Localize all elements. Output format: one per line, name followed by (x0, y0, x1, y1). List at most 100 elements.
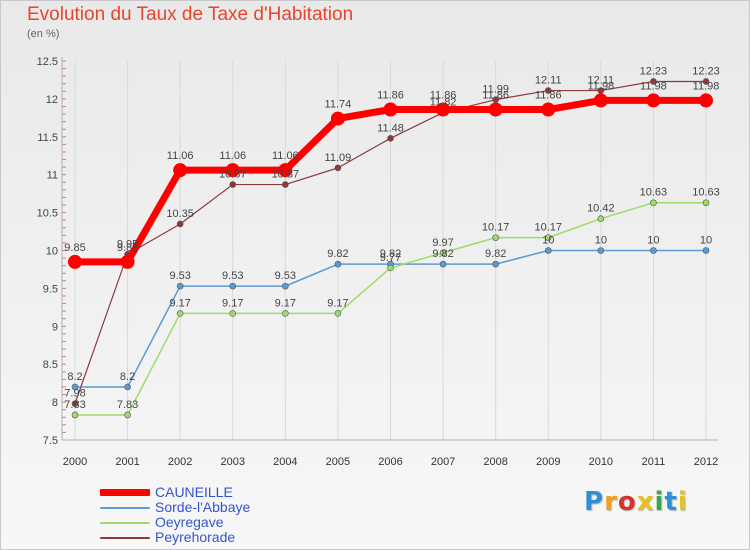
data-point (282, 282, 289, 290)
y-tick-label: 12 (46, 94, 58, 106)
data-label: 8.2 (67, 371, 82, 383)
data-point (702, 199, 710, 207)
x-tick-label: 2003 (221, 456, 245, 468)
data-label: 12.11 (535, 75, 562, 87)
x-tick-label: 2005 (326, 456, 350, 468)
data-point (387, 264, 394, 272)
y-tick-label: 10 (46, 246, 58, 258)
data-point (282, 181, 289, 188)
data-point (702, 78, 710, 85)
data-label: 11.98 (640, 80, 667, 92)
data-point (229, 282, 237, 290)
data-point (597, 247, 605, 254)
data-label: 9.82 (327, 248, 348, 260)
data-label: 10.87 (219, 169, 247, 181)
data-point (334, 310, 342, 317)
data-point (71, 383, 79, 391)
data-point (120, 254, 135, 269)
data-point (544, 234, 552, 241)
data-label: 7.98 (64, 388, 85, 400)
data-label: 9.17 (222, 297, 243, 309)
data-point (124, 411, 131, 419)
x-tick-label: 2008 (483, 456, 507, 468)
data-point (229, 181, 237, 188)
legend-label: CAUNEILLE (155, 484, 233, 500)
data-point (699, 93, 713, 108)
data-point (439, 249, 447, 257)
x-tick-label: 2000 (63, 456, 87, 468)
data-point (544, 87, 552, 94)
data-point (71, 411, 79, 419)
data-label: 11.86 (535, 90, 562, 102)
data-label: 9.77 (380, 252, 401, 264)
data-point (492, 260, 499, 268)
chart-unit: (en %) (27, 28, 60, 40)
data-point (229, 310, 237, 317)
data-label: 11.74 (325, 99, 352, 111)
x-tick-label: 2002 (168, 456, 192, 468)
data-point (702, 247, 710, 254)
data-point (650, 78, 657, 85)
data-point (387, 135, 394, 142)
data-label: 9.82 (485, 248, 506, 260)
data-label: 11.99 (482, 84, 509, 96)
data-label: 9.85 (64, 242, 85, 254)
data-label: 11.06 (219, 150, 246, 162)
data-point (597, 215, 605, 222)
data-label: 10 (700, 235, 712, 247)
data-point (173, 163, 188, 178)
data-label: 11.86 (482, 90, 509, 102)
x-tick-label: 2006 (378, 456, 402, 468)
legend-label: Sorde-l'Abbaye (155, 499, 251, 515)
data-label: 10.35 (166, 208, 194, 220)
legend-swatch (100, 489, 150, 496)
data-label: 9.17 (275, 297, 296, 309)
data-point (334, 164, 342, 172)
data-label: 9.53 (169, 270, 190, 282)
data-point (176, 310, 184, 317)
legend-item: CAUNEILLE (100, 485, 250, 500)
data-label: 11.06 (272, 150, 299, 162)
x-tick-label: 2010 (589, 456, 613, 468)
data-label: 10.17 (534, 222, 562, 234)
data-label: 9.53 (222, 270, 243, 282)
data-label: 11.82 (430, 97, 457, 109)
data-label: 11.86 (377, 90, 404, 102)
data-label: 10 (595, 235, 607, 247)
legend-label: Peyrehorade (155, 529, 236, 545)
data-label: 9.95 (117, 238, 138, 250)
x-tick-label: 2007 (431, 456, 455, 468)
data-label: 10.17 (482, 222, 510, 234)
data-point (176, 220, 184, 228)
data-point (439, 260, 447, 268)
data-point (383, 102, 398, 117)
y-tick-label: 11 (47, 170, 58, 182)
data-label: 10 (647, 235, 659, 247)
data-point (436, 102, 451, 117)
y-tick-label: 12.5 (37, 56, 58, 68)
data-label: 9.82 (432, 248, 453, 260)
y-tick-label: 7.5 (43, 435, 58, 447)
y-tick-label: 8 (52, 397, 58, 409)
chart-title: Evolution du Taux de Taxe d'Habitation (27, 4, 354, 25)
data-point (176, 282, 184, 290)
legend-item: Oeyregave (100, 515, 250, 530)
data-label: 12.23 (692, 65, 720, 77)
data-label: 10.42 (587, 203, 615, 215)
data-point (593, 93, 608, 108)
y-tick-label: 8.5 (43, 359, 58, 371)
x-tick-label: 2011 (642, 456, 666, 468)
x-tick-label: 2012 (694, 456, 718, 468)
data-label: 9.97 (432, 237, 453, 249)
data-label: 7.83 (64, 399, 85, 411)
data-point (282, 310, 289, 317)
data-label: 10.63 (692, 187, 720, 199)
data-label: 12.23 (640, 65, 668, 77)
data-point (278, 163, 293, 178)
data-point (330, 111, 345, 126)
data-point (541, 102, 556, 117)
data-label: 11.06 (167, 150, 194, 162)
data-label: 9.85 (117, 242, 138, 254)
